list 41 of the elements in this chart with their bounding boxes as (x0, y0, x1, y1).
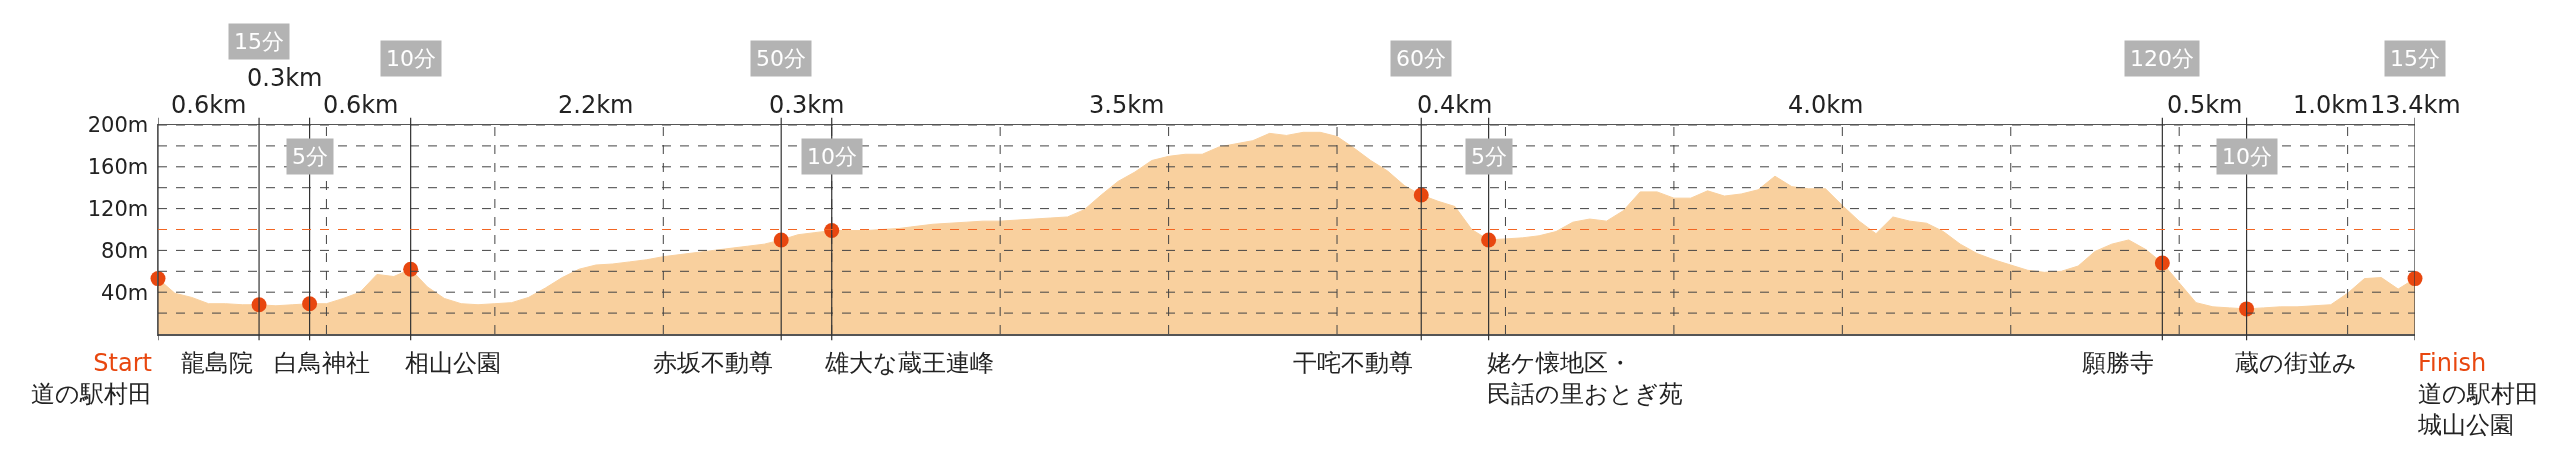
annotation: 10分 (807, 144, 857, 169)
text: 0.4km (1417, 91, 1493, 119)
text: 龍島院 (181, 349, 253, 377)
text: 50分 (756, 46, 806, 71)
text: 相山公園 (405, 349, 501, 377)
text: 13.4km (2370, 91, 2461, 119)
text: Finish (2418, 349, 2487, 377)
text: 城山公園 (2418, 411, 2514, 440)
text: 2.2km (558, 91, 634, 119)
text: 願勝寺 (2082, 349, 2154, 377)
text: 姥ケ懐地区・民話の里おとぎ苑 (1487, 349, 1683, 409)
text: 60分 (1396, 46, 1446, 71)
y-tick-label: 80m (101, 238, 149, 263)
text: 10分 (386, 46, 436, 71)
text: 白鳥神社 (274, 349, 370, 377)
text: 蔵の街並み (2235, 349, 2357, 377)
text: 1.0km (2293, 91, 2369, 119)
text: 0.6km (171, 91, 247, 119)
text: 干咤不動尊 (1293, 349, 1413, 377)
point (302, 296, 318, 312)
text: 0.5km (2167, 91, 2243, 119)
y-tick-label: 40m (101, 280, 149, 305)
annotation: 10分 (2222, 144, 2272, 169)
y-tick-label: 200m (87, 113, 149, 138)
y-tick-label: 120m (87, 196, 149, 221)
text: 道の駅村田 (2418, 380, 2539, 409)
text: 0.3km (769, 91, 845, 119)
text: 0.3km (247, 64, 323, 92)
annotation: 5分 (292, 144, 328, 169)
y-tick-label: 160m (87, 155, 149, 180)
text: 3.5km (1089, 91, 1165, 119)
text: 赤坂不動尊 (653, 349, 773, 377)
text: 道の駅村田 (31, 380, 152, 409)
annotation: 5分 (1471, 144, 1507, 169)
text: 15分 (2390, 46, 2440, 71)
text: 15分 (234, 29, 284, 54)
text: 120分 (2130, 46, 2194, 71)
text: 雄大な蔵王連峰 (824, 349, 994, 377)
text: 4.0km (1788, 91, 1864, 119)
text: Start (93, 349, 152, 377)
text: 0.6km (323, 91, 399, 119)
